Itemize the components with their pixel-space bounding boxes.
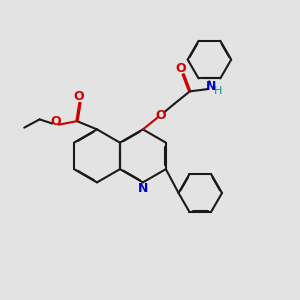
Text: H: H [214,85,223,95]
Text: O: O [175,62,186,75]
Text: O: O [73,91,84,103]
Text: O: O [156,109,167,122]
Text: O: O [50,115,61,128]
Text: N: N [138,182,148,195]
Text: N: N [206,80,216,93]
